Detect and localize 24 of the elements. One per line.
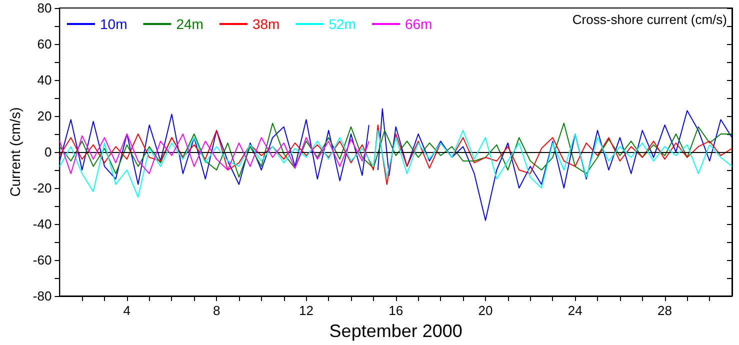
y-tick-label: 60: [37, 36, 52, 52]
y-axis-title: Current (cm/s): [7, 107, 23, 197]
x-tick-label: 24: [568, 303, 582, 318]
y-tick-label: -40: [32, 216, 52, 232]
x-tick-label: 12: [298, 303, 314, 318]
x-axis-title: September 2000: [329, 321, 462, 341]
y-tick-label: -20: [32, 180, 52, 196]
legend-label: 66m: [404, 16, 432, 32]
y-tick-label: -80: [32, 288, 52, 304]
x-tick-label: 20: [478, 303, 493, 318]
y-tick-label: -60: [32, 252, 52, 268]
y-tick-label: 0: [44, 144, 52, 160]
x-tick-label: 28: [658, 303, 672, 318]
legend-label: 24m: [176, 16, 204, 32]
legend-label: 10m: [100, 16, 128, 32]
annotation: Cross-shore current (cm/s): [572, 12, 727, 27]
x-tick-label: 8: [212, 303, 220, 318]
y-tick-label: 40: [37, 72, 52, 88]
y-tick-label: 20: [37, 108, 52, 124]
x-tick-label: 4: [123, 303, 131, 318]
y-tick-label: 80: [37, 0, 52, 16]
legend-label: 38m: [252, 16, 280, 32]
legend-label: 52m: [328, 16, 356, 32]
x-tick-label: 16: [388, 303, 404, 318]
